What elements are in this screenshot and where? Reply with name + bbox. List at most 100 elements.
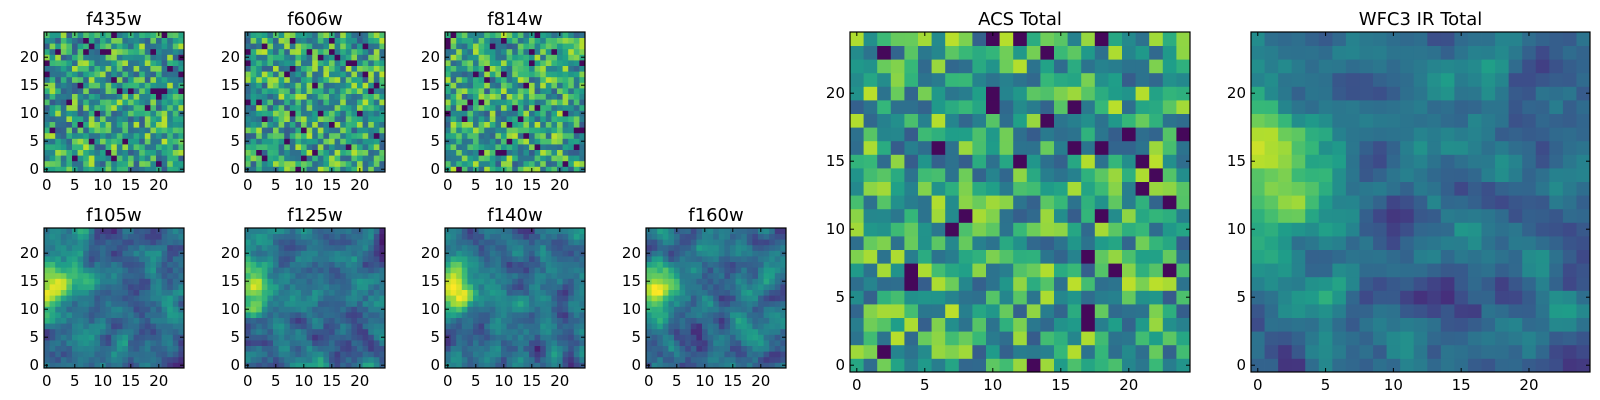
heatmap-cell bbox=[178, 261, 185, 268]
heatmap-cell bbox=[273, 99, 279, 106]
heatmap-cell bbox=[1067, 168, 1082, 182]
heatmap-cell bbox=[724, 300, 731, 307]
heatmap-cell bbox=[724, 289, 731, 296]
heatmap-cell bbox=[250, 233, 257, 240]
heatmap-cell bbox=[551, 132, 558, 139]
heatmap-cell bbox=[329, 60, 335, 66]
heatmap-cell bbox=[88, 272, 95, 279]
heatmap-cell bbox=[501, 295, 507, 302]
heatmap-cell bbox=[295, 267, 302, 274]
heatmap-cell bbox=[945, 331, 960, 346]
heatmap-cell bbox=[301, 267, 307, 274]
heatmap-cell bbox=[379, 155, 386, 162]
heatmap-cell bbox=[735, 239, 742, 246]
heatmap-cell bbox=[445, 261, 451, 268]
heatmap-cell bbox=[100, 65, 106, 72]
heatmap-cell bbox=[718, 261, 725, 268]
heatmap-cell bbox=[278, 110, 285, 117]
heatmap-cell bbox=[284, 48, 291, 55]
heatmap-cell bbox=[562, 60, 569, 66]
heatmap-cell bbox=[256, 138, 263, 145]
heatmap-cell bbox=[357, 284, 363, 290]
heatmap-cell bbox=[44, 144, 50, 150]
heatmap-cell bbox=[557, 295, 563, 302]
heatmap-cell bbox=[60, 60, 67, 66]
heatmap-cell bbox=[289, 340, 296, 346]
heatmap-cell bbox=[368, 317, 375, 324]
heatmap-cell bbox=[156, 278, 162, 285]
heatmap-cell bbox=[662, 351, 669, 358]
heatmap-cell bbox=[890, 249, 905, 264]
heatmap-cell bbox=[172, 328, 179, 335]
heatmap-cell bbox=[484, 300, 491, 307]
heatmap-cell bbox=[707, 295, 714, 302]
heatmap-cell bbox=[945, 317, 960, 332]
heatmap-cell bbox=[150, 138, 157, 145]
heatmap-cell bbox=[66, 306, 73, 313]
heatmap-cell bbox=[77, 121, 84, 128]
heatmap-cell bbox=[88, 132, 95, 139]
heatmap-cell bbox=[261, 250, 268, 257]
heatmap-cell bbox=[172, 88, 179, 94]
heatmap-cell bbox=[478, 138, 485, 145]
heatmap-cell bbox=[150, 362, 157, 369]
heatmap-cell bbox=[295, 76, 302, 83]
heatmap-cell bbox=[133, 233, 140, 240]
heatmap-cell bbox=[340, 323, 347, 330]
heatmap-cell bbox=[345, 284, 352, 290]
heatmap-cell bbox=[167, 110, 174, 117]
heatmap-cell bbox=[945, 290, 960, 305]
heatmap-cell bbox=[696, 244, 703, 251]
heatmap-cell bbox=[501, 323, 507, 330]
heatmap-cell bbox=[44, 233, 50, 240]
heatmap-cell bbox=[167, 278, 174, 285]
heatmap-cell bbox=[1054, 181, 1068, 196]
heatmap-cell bbox=[730, 261, 736, 268]
heatmap-cell bbox=[55, 155, 62, 162]
heatmap-cell bbox=[545, 228, 552, 234]
heatmap-cell bbox=[122, 278, 129, 285]
heatmap-cell bbox=[523, 127, 530, 134]
heatmap-cell bbox=[178, 144, 185, 150]
heatmap-cell bbox=[312, 110, 319, 117]
heatmap-cell bbox=[368, 233, 375, 240]
heatmap-cell bbox=[461, 244, 468, 251]
heatmap-cell bbox=[139, 93, 146, 100]
heatmap-cell bbox=[557, 340, 563, 346]
heatmap-cell bbox=[139, 278, 146, 285]
heatmap-cell bbox=[456, 99, 463, 106]
heatmap-cell bbox=[551, 144, 558, 150]
heatmap-cell bbox=[467, 116, 474, 122]
heatmap-cell bbox=[60, 99, 67, 106]
heatmap-cell bbox=[122, 312, 129, 318]
heatmap-cell bbox=[484, 149, 491, 156]
heatmap-cell bbox=[769, 261, 776, 268]
heatmap-cell bbox=[707, 278, 714, 285]
heatmap-cell bbox=[529, 317, 535, 324]
heatmap-cell bbox=[329, 317, 335, 324]
heatmap-cell bbox=[178, 272, 185, 279]
heatmap-cell bbox=[690, 323, 697, 330]
heatmap-cell bbox=[741, 289, 748, 296]
heatmap-cell bbox=[501, 48, 507, 55]
heatmap-cell bbox=[512, 306, 519, 313]
heatmap-cell bbox=[111, 340, 118, 346]
heatmap-cell bbox=[735, 328, 742, 335]
heatmap-cell bbox=[523, 76, 530, 83]
heatmap-cell bbox=[724, 284, 731, 290]
heatmap-cell bbox=[301, 99, 307, 106]
heatmap-cell bbox=[357, 116, 363, 122]
heatmap-cell bbox=[357, 144, 363, 150]
heatmap-cell bbox=[523, 60, 530, 66]
heatmap-cell bbox=[295, 138, 302, 145]
heatmap-cell bbox=[456, 334, 463, 341]
heatmap-cell bbox=[72, 116, 78, 122]
heatmap-cell bbox=[167, 48, 174, 55]
heatmap-cell bbox=[72, 149, 78, 156]
heatmap-cell bbox=[484, 43, 491, 50]
heatmap-cell bbox=[167, 284, 174, 290]
heatmap-cell bbox=[495, 312, 502, 318]
heatmap-cell bbox=[373, 328, 380, 335]
heatmap-cell bbox=[144, 317, 151, 324]
heatmap-cell bbox=[512, 110, 519, 117]
